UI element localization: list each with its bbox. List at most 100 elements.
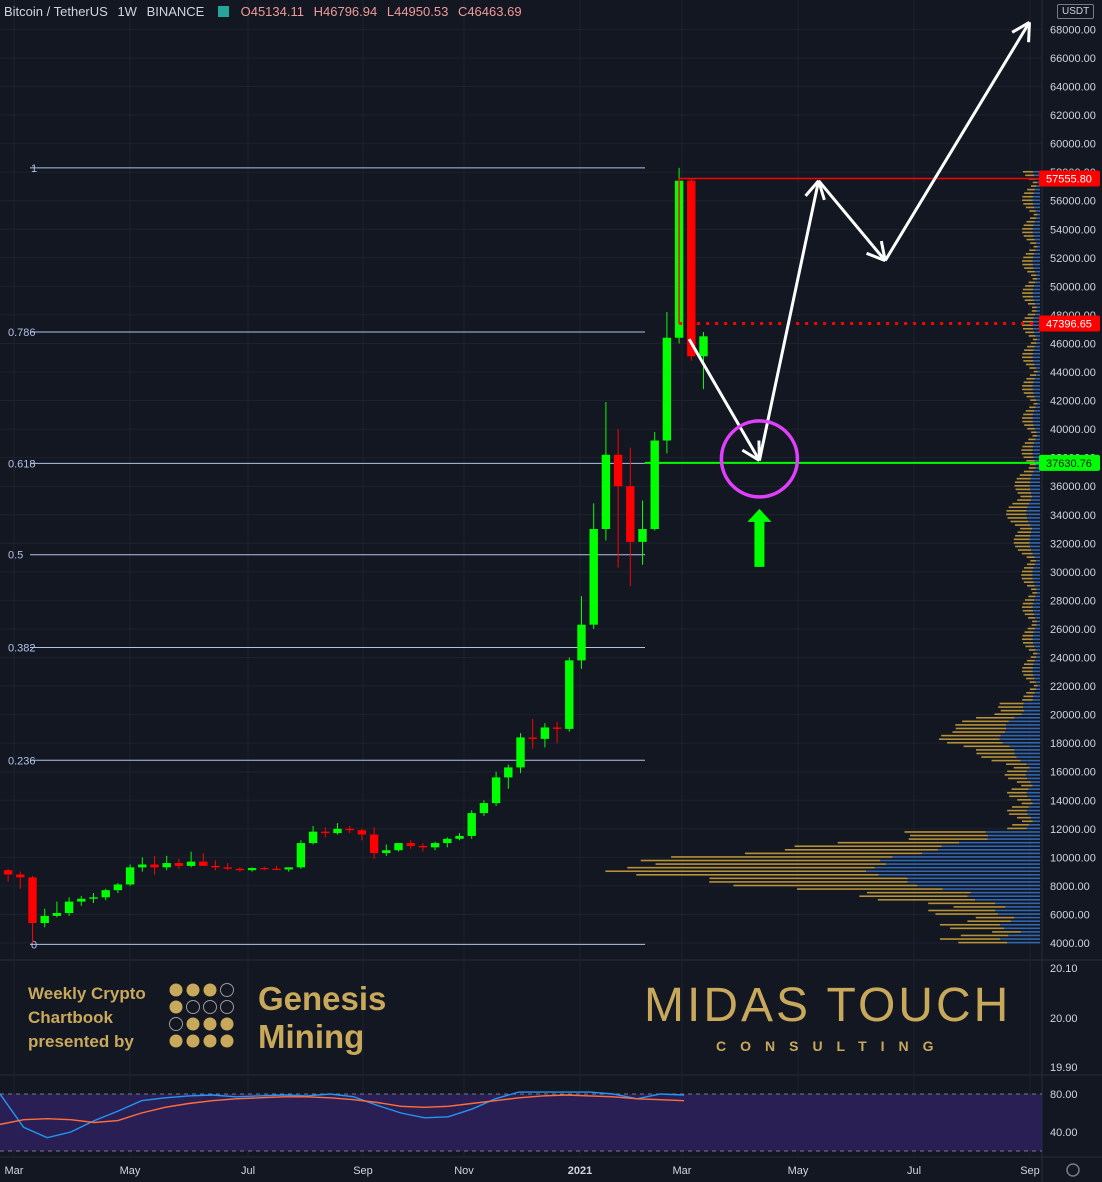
volume-bar: [1006, 509, 1027, 512]
time-tick-label: May: [788, 1165, 809, 1177]
price-tick-label: 30000.00: [1050, 567, 1096, 579]
volume-bar: [1035, 627, 1040, 630]
price-axis[interactable]: 68000.00 66000.00 64000.00 62000.00 60000.00…: [1050, 24, 1096, 1139]
interval-label[interactable]: 1W: [117, 4, 137, 19]
volume-bar: [1032, 278, 1038, 280]
volume-bar: [950, 927, 1005, 930]
time-tick-label: Mar: [5, 1165, 24, 1177]
candle-body: [565, 660, 574, 729]
indicator-tick-label: 20.10: [1050, 963, 1078, 975]
candle-body: [369, 834, 379, 854]
volume-bar: [797, 888, 943, 890]
exchange-label: BINANCE: [146, 4, 205, 19]
volume-bar: [1035, 406, 1040, 409]
price-levels[interactable]: [645, 177, 1042, 464]
volume-bar: [1025, 363, 1035, 366]
volume-bar: [1032, 356, 1040, 359]
volume-bar: [999, 738, 1040, 740]
time-tick-label: Nov: [454, 1165, 474, 1177]
volume-bar: [1034, 174, 1040, 177]
candle-body: [577, 624, 586, 661]
volume-bar: [1017, 549, 1032, 551]
volume-bar: [1029, 538, 1040, 541]
time-axis[interactable]: Mar May Jul Sep Nov 2021 Mar May Jul Sep: [5, 1163, 1080, 1177]
volume-bar: [1030, 342, 1037, 344]
volume-bar: [994, 713, 1022, 715]
volume-bar: [1033, 674, 1040, 676]
volume-bar: [1037, 278, 1040, 280]
volume-bar: [1034, 584, 1040, 587]
candle-body: [247, 868, 257, 871]
volume-bar: [1010, 920, 1040, 922]
volume-bar: [1007, 941, 1040, 944]
price-tick-label: 32000.00: [1050, 538, 1096, 550]
volume-bar: [1036, 310, 1040, 312]
volume-bar: [1033, 320, 1040, 323]
projection-arrowhead: [879, 240, 887, 261]
candle-body: [589, 529, 598, 625]
rsi-tick-label: 40.00: [1050, 1127, 1078, 1139]
volume-bar: [1006, 513, 1027, 516]
volume-bar: [1020, 495, 1033, 498]
currency-badge[interactable]: USDT: [1057, 4, 1095, 19]
volume-bar: [1025, 645, 1035, 648]
volume-bar: [1034, 410, 1040, 412]
volume-bar: [1028, 438, 1036, 441]
fibonacci-retracement[interactable]: 1 0.786 0.618 0.5 0.382 0.236 0: [8, 163, 645, 952]
volume-bar: [1027, 270, 1035, 273]
volume-bar: [1031, 624, 1037, 626]
volume-bar: [1030, 534, 1040, 537]
volume-bar: [1021, 802, 1033, 805]
volume-bar: [1023, 456, 1034, 459]
volume-bar: [1025, 285, 1035, 287]
price-tag-box: [1039, 170, 1100, 187]
volume-bar: [1022, 324, 1033, 327]
volume-bar: [1000, 709, 1025, 712]
volume-bar: [1023, 674, 1034, 676]
volume-bar: [1011, 806, 1029, 808]
volume-bar: [976, 752, 1015, 755]
volume-bar: [1011, 788, 1029, 790]
volume-bar: [975, 898, 1040, 901]
volume-bar: [1005, 906, 1040, 908]
fib-level-label: 0.786: [8, 327, 36, 339]
volume-bar: [1027, 517, 1040, 519]
volume-bar: [1030, 656, 1037, 658]
volume-bar: [1022, 445, 1033, 448]
volume-bar: [1021, 713, 1040, 715]
logo-dot: [220, 1034, 234, 1048]
volume-bar: [953, 906, 1006, 908]
volume-bar: [952, 731, 1005, 733]
projection-annotations[interactable]: [687, 20, 1031, 567]
volume-bar: [1033, 381, 1040, 384]
volume-bar: [1028, 281, 1036, 284]
volume-bar: [947, 741, 1003, 744]
candle-body: [186, 861, 196, 866]
volume-bar: [1036, 217, 1040, 219]
candle-body: [638, 529, 647, 542]
fib-level-label: 0.5: [8, 550, 23, 562]
candlestick-series[interactable]: [3, 167, 708, 943]
volume-bar: [1007, 809, 1027, 812]
time-tick-label: Jul: [907, 1165, 921, 1177]
candle-body: [40, 915, 49, 924]
volume-bar: [928, 902, 996, 905]
price-tick-label: 56000.00: [1050, 196, 1096, 208]
volume-bar: [1009, 813, 1028, 815]
volume-bar: [1033, 295, 1040, 298]
volume-bar: [1034, 331, 1040, 334]
volume-bar: [1022, 288, 1034, 291]
settings-icon[interactable]: [1066, 1163, 1080, 1177]
rsi-panel: [0, 1091, 1042, 1152]
symbol-name[interactable]: Bitcoin / TetherUS: [4, 4, 108, 19]
rsi-line: [0, 1094, 685, 1126]
candle-body: [174, 863, 184, 866]
volume-bar: [1033, 213, 1038, 216]
volume-bar: [1025, 253, 1035, 255]
volume-bar: [928, 909, 996, 912]
price-tick-label: 14000.00: [1050, 795, 1096, 807]
volume-bar: [1034, 238, 1040, 241]
volume-bar: [1035, 595, 1040, 598]
